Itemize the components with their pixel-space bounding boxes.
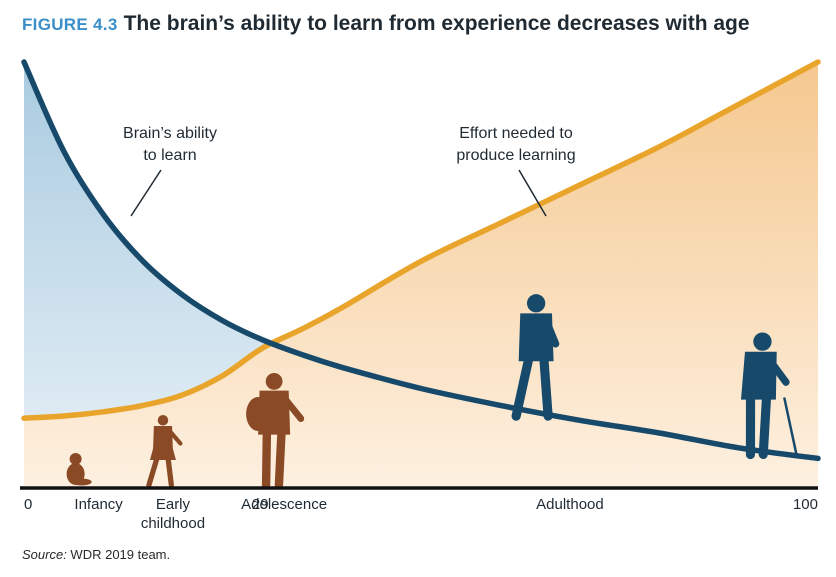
- stage-label-line: Adolescence: [241, 496, 327, 513]
- life-stage-figures: [66, 294, 798, 490]
- figure-leg: [511, 356, 533, 421]
- stage-label-line: childhood: [141, 515, 205, 532]
- figure-leg: [71, 478, 92, 486]
- stage-label: Early childhood: [141, 496, 205, 532]
- source-label: Source:: [22, 547, 67, 562]
- figure-arm: [764, 354, 790, 386]
- x-tick-label: 100: [793, 496, 818, 513]
- figure-dress: [149, 438, 176, 460]
- chart-annotations: Brain’s ability to learn Effort needed to p…: [123, 125, 576, 217]
- figure-arm: [166, 427, 183, 446]
- brain-line: [21, 59, 821, 462]
- chart-svg: Brain’s ability to learn Effort needed to p…: [20, 59, 821, 532]
- figure-leg: [261, 430, 272, 490]
- walking-cane: [783, 397, 798, 456]
- figure-leg: [539, 356, 553, 421]
- elderly-figure: [741, 332, 798, 460]
- x-tick-label: 0: [24, 496, 32, 513]
- x-axis: 0 29 100 Infancy Early childhood Adolescence Ad…: [20, 486, 818, 532]
- figure-head: [753, 332, 772, 351]
- effort-line: [21, 59, 821, 421]
- infant-figure: [66, 453, 92, 486]
- annotation-line: produce learning: [456, 147, 575, 164]
- x-tick-label: 29: [252, 496, 269, 513]
- figure-title: The brain’s ability to learn from experi…: [123, 12, 750, 35]
- figure-label: FIGURE 4.3: [22, 15, 118, 34]
- figure-leg: [758, 395, 771, 460]
- figure-head: [526, 294, 546, 313]
- annotation-line: Effort needed to: [459, 125, 573, 142]
- figure-arm: [541, 315, 560, 348]
- source-note: Source: WDR 2019 team.: [22, 547, 170, 562]
- annotation-brain: Brain’s ability to learn: [123, 125, 217, 164]
- annotation-line: Brain’s ability: [123, 125, 217, 142]
- figure-head: [157, 415, 169, 426]
- adult-figure: [511, 294, 560, 421]
- figure-header: FIGURE 4.3 The brain’s ability to learn f…: [22, 12, 750, 46]
- figure-leg: [274, 430, 286, 490]
- annotation-effort: Effort needed to produce learning: [456, 125, 575, 164]
- child-figure: [146, 415, 183, 488]
- chart-lines: [21, 59, 821, 462]
- stage-label-line: Early: [156, 496, 191, 513]
- stage-label: Infancy: [74, 496, 123, 513]
- source-text: WDR 2019 team.: [66, 547, 171, 562]
- adolescent-figure: [246, 373, 305, 490]
- backpack: [246, 397, 271, 431]
- stage-label-line: Infancy: [74, 496, 123, 513]
- stage-label: Adolescence: [241, 496, 327, 513]
- stage-label-line: Adulthood: [536, 496, 604, 513]
- annotation-leader: [518, 169, 547, 217]
- figure-head: [69, 453, 82, 465]
- annotation-leader: [130, 169, 162, 217]
- annotation-line: to learn: [143, 147, 196, 164]
- figure-arm: [279, 392, 305, 423]
- stage-label: Adulthood: [536, 496, 604, 513]
- figure-head: [265, 373, 283, 390]
